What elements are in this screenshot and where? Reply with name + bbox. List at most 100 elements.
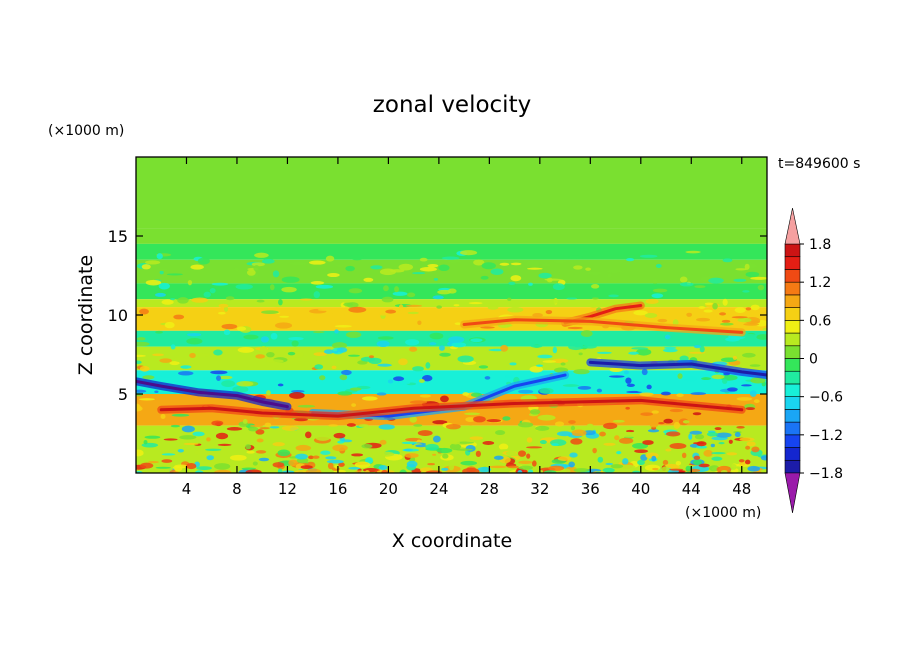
texture-blob: [339, 374, 348, 381]
texture-blob: [543, 470, 557, 473]
texture-blob: [419, 257, 428, 262]
texture-blob: [349, 387, 362, 391]
texture-blob: [742, 290, 750, 293]
texture-blob: [587, 302, 600, 308]
texture-blob: [139, 308, 149, 315]
texture-blob: [500, 344, 509, 352]
texture-blob: [161, 453, 176, 456]
texture-blob: [679, 276, 688, 283]
texture-blob: [640, 412, 654, 416]
x-tick-label: 16: [328, 480, 347, 498]
y-tick-label: 10: [108, 306, 128, 325]
texture-blob: [332, 444, 348, 452]
texture-blob: [566, 297, 578, 300]
band-3: [136, 259, 767, 284]
texture-blob: [457, 355, 474, 363]
texture-blob: [439, 345, 445, 351]
texture-blob: [577, 385, 592, 390]
texture-blob: [614, 435, 620, 441]
texture-blob: [166, 292, 180, 298]
texture-blob: [603, 422, 618, 430]
texture-blob: [560, 362, 566, 366]
texture-blob: [441, 467, 449, 471]
texture-blob: [760, 455, 767, 461]
texture-blob: [545, 309, 553, 315]
texture-blob: [327, 462, 334, 470]
texture-blob: [425, 470, 442, 473]
texture-blob: [183, 442, 199, 446]
texture-blob: [469, 436, 483, 440]
texture-blob: [616, 450, 622, 455]
texture-blob: [331, 312, 345, 318]
texture-blob: [277, 383, 284, 387]
texture-blob: [385, 309, 397, 314]
texture-blob: [256, 299, 265, 303]
texture-blob: [507, 465, 519, 469]
texture-blob: [173, 314, 185, 320]
texture-blob: [289, 392, 305, 399]
texture-blob: [490, 268, 504, 275]
texture-blob: [195, 353, 210, 358]
texture-blob: [159, 371, 176, 378]
texture-blob: [169, 361, 180, 366]
texture-blob: [226, 427, 243, 431]
texture-blob: [277, 449, 291, 457]
texture-blob: [608, 294, 619, 298]
texture-blob: [626, 383, 635, 387]
texture-blob: [327, 273, 340, 278]
texture-blob: [682, 420, 690, 424]
texture-blob: [625, 406, 630, 410]
texture-blob: [174, 464, 188, 469]
texture-blob: [393, 348, 405, 355]
y-unit-label: (×1000 m): [48, 123, 124, 139]
texture-blob: [688, 351, 706, 354]
texture-blob: [299, 317, 317, 323]
texture-blob: [456, 441, 475, 444]
texture-blob: [633, 310, 648, 316]
texture-blob: [136, 341, 150, 347]
texture-blob: [378, 465, 388, 470]
colorbar-segment: [784, 345, 801, 359]
texture-blob: [289, 262, 307, 266]
colorbar-segment: [784, 320, 801, 334]
texture-blob: [682, 376, 698, 382]
texture-blob: [405, 339, 420, 346]
texture-blob: [487, 305, 499, 310]
texture-blob: [161, 459, 173, 463]
texture-blob: [460, 250, 478, 256]
texture-blob: [701, 377, 711, 381]
texture-blob: [618, 437, 634, 444]
texture-blob: [742, 352, 756, 358]
texture-blob: [694, 285, 706, 289]
texture-blob: [745, 407, 755, 411]
texture-blob: [498, 443, 509, 451]
texture-blob: [213, 349, 223, 356]
texture-blob: [507, 306, 524, 313]
texture-blob: [331, 365, 337, 370]
texture-blob: [679, 355, 689, 362]
texture-blob: [737, 317, 752, 323]
colorbar-segment: [784, 256, 801, 270]
texture-blob: [625, 258, 635, 262]
texture-blob: [693, 455, 701, 460]
texture-blob: [582, 344, 597, 349]
texture-blob: [415, 444, 427, 448]
texture-blob: [465, 417, 476, 422]
texture-blob: [639, 254, 658, 258]
texture-blob: [731, 316, 748, 319]
texture-blob: [646, 384, 652, 390]
texture-blob: [669, 442, 687, 450]
texture-blob: [542, 360, 556, 363]
texture-blob: [529, 409, 541, 415]
texture-blob: [138, 398, 155, 401]
texture-blob: [300, 465, 313, 470]
texture-blob: [394, 286, 399, 293]
texture-blob: [727, 387, 738, 392]
texture-blob: [518, 450, 526, 457]
colorbar-tick-label: 1.8: [809, 237, 831, 253]
texture-blob: [269, 426, 280, 429]
x-tick-label: 28: [480, 480, 499, 498]
texture-blob: [161, 299, 174, 305]
texture-blob: [336, 347, 348, 353]
texture-blob: [661, 466, 670, 473]
